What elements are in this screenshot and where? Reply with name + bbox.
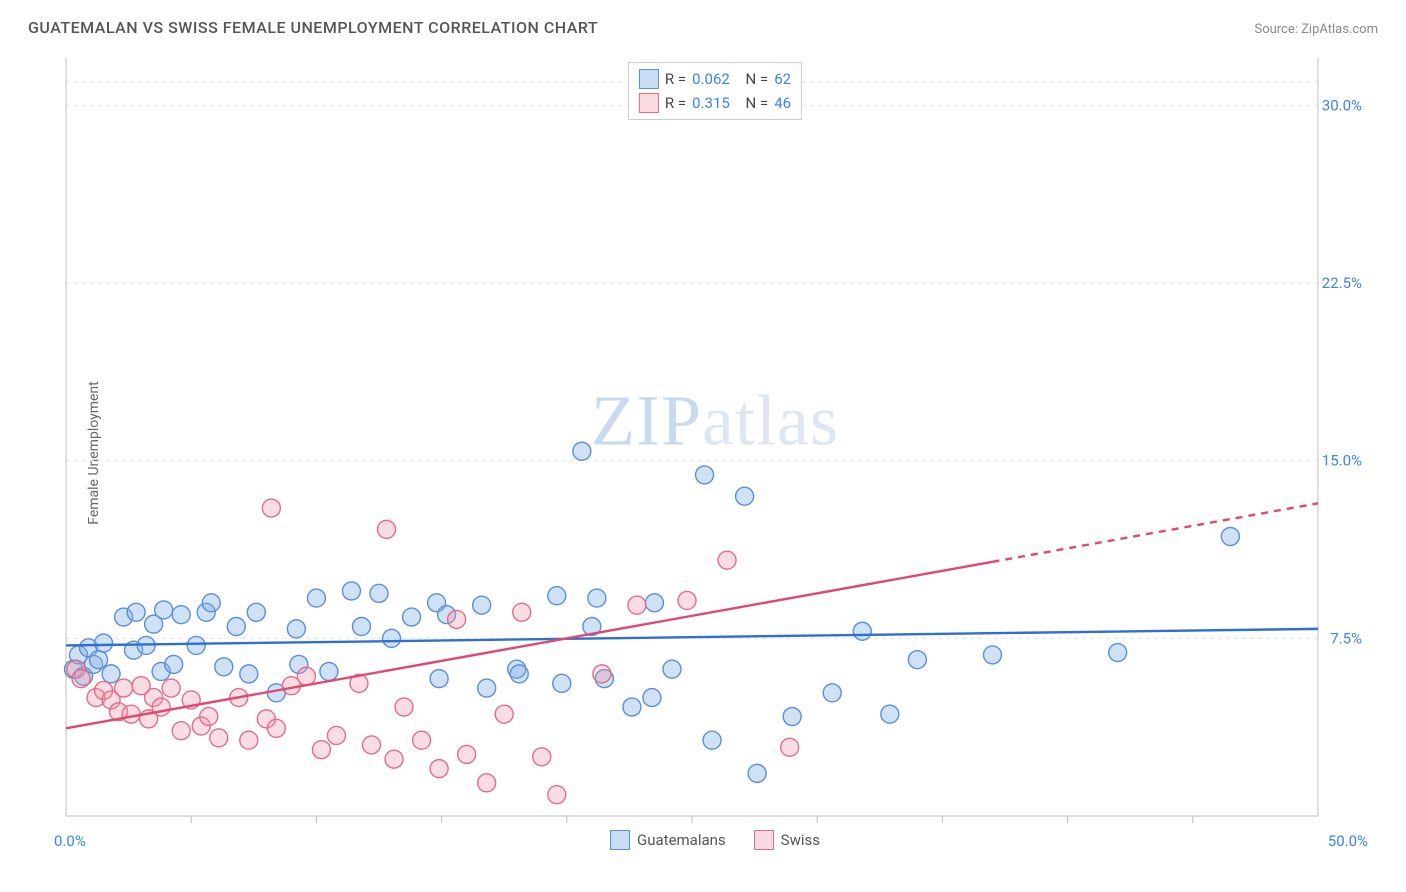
chart-title: GUATEMALAN VS SWISS FEMALE UNEMPLOYMENT … [28,18,598,37]
swatch-blue [610,830,630,850]
svg-text:22.5%: 22.5% [1322,274,1362,292]
swatch-pink [754,830,774,850]
svg-text:30.0%: 30.0% [1322,96,1362,114]
chart-container: Female Unemployment ZIPatlas 7.5%15.0%22… [50,58,1380,848]
scatter-plot: 7.5% 15.0% 22.5% 30.0% [50,58,1380,848]
source-attribution: Source: ZipAtlas.com [1254,22,1378,37]
legend-item: Guatemalans [610,830,726,850]
legend-stat-row: R = 0.315 N = 46 [639,91,791,115]
x-axis-max-label: 50.0% [1328,832,1368,850]
svg-text:7.5%: 7.5% [1330,629,1362,647]
legend-stat-row: R = 0.062 N = 62 [639,67,791,91]
swatch-pink [639,93,659,113]
swatch-blue [639,69,659,89]
legend-item: Swiss [754,830,820,850]
svg-text:15.0%: 15.0% [1322,452,1362,470]
legend-series: Guatemalans Swiss [610,830,820,850]
legend-stats: R = 0.062 N = 62 R = 0.315 N = 46 [628,62,802,120]
x-axis-min-label: 0.0% [54,832,86,850]
